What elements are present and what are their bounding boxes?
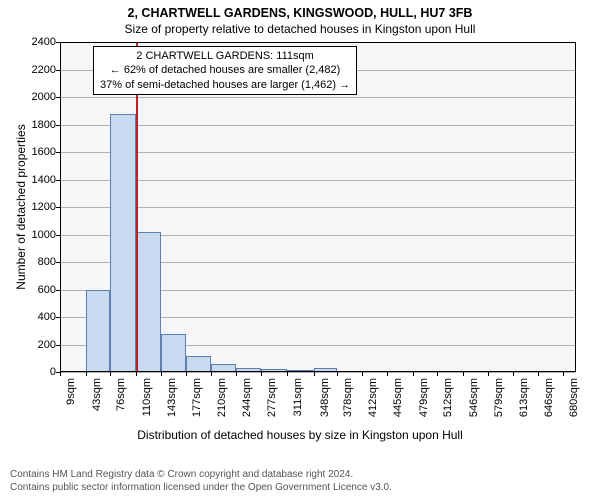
xtick-label: 378sqm [342, 376, 354, 417]
xtick-mark [314, 372, 315, 376]
annotation-line3: 37% of semi-detached houses are larger (… [100, 78, 350, 92]
ytick-label: 1600 [32, 146, 60, 158]
xtick-mark [463, 372, 464, 376]
histogram-bar [110, 114, 136, 373]
xtick-label: 210sqm [216, 376, 228, 417]
chart-container: { "title": "2, CHARTWELL GARDENS, KINGSW… [0, 0, 600, 500]
ytick-label: 2000 [32, 91, 60, 103]
credits-line2: Contains public sector information licen… [10, 481, 392, 494]
annotation-box: 2 CHARTWELL GARDENS: 111sqm ← 62% of det… [93, 46, 357, 95]
histogram-bar [261, 369, 287, 372]
xtick-mark [236, 372, 237, 376]
xtick-label: 277sqm [266, 376, 278, 417]
xtick-mark [488, 372, 489, 376]
xtick-label: 546sqm [468, 376, 480, 417]
xtick-label: 512sqm [442, 376, 454, 417]
xtick-label: 680sqm [568, 376, 580, 417]
ytick-label: 800 [38, 256, 60, 268]
histogram-bar [211, 364, 237, 372]
xtick-mark [437, 372, 438, 376]
xtick-mark [362, 372, 363, 376]
xtick-mark [538, 372, 539, 376]
ytick-label: 400 [38, 311, 60, 323]
ytick-label: 0 [50, 366, 60, 378]
xtick-label: 646sqm [543, 376, 555, 417]
ytick-label: 2400 [32, 36, 60, 48]
histogram-bar [314, 368, 337, 372]
histogram-bar [287, 370, 315, 372]
histogram-bar [136, 232, 161, 372]
xtick-mark [287, 372, 288, 376]
xtick-label: 244sqm [241, 376, 253, 417]
annotation-line2: ← 62% of detached houses are smaller (2,… [100, 63, 350, 77]
xtick-label: 613sqm [518, 376, 530, 417]
xtick-mark [161, 372, 162, 376]
xtick-mark [563, 372, 564, 376]
xtick-label: 311sqm [292, 376, 304, 416]
ytick-label: 600 [38, 284, 60, 296]
ytick-label: 2200 [32, 64, 60, 76]
xtick-label: 9sqm [65, 376, 77, 405]
xtick-label: 177sqm [191, 376, 203, 417]
xtick-mark [186, 372, 187, 376]
xtick-label: 579sqm [493, 376, 505, 417]
page-subtitle: Size of property relative to detached ho… [0, 20, 600, 36]
xtick-label: 110sqm [141, 376, 153, 416]
histogram-bar [236, 368, 261, 372]
xtick-mark [513, 372, 514, 376]
xtick-label: 348sqm [319, 376, 331, 417]
histogram-bar [186, 356, 211, 373]
y-axis-label: Number of detached properties [14, 124, 28, 289]
credits: Contains HM Land Registry data © Crown c… [10, 468, 392, 494]
histogram-bar [161, 334, 187, 373]
ytick-label: 1800 [32, 119, 60, 131]
xtick-mark [136, 372, 137, 376]
xtick-mark [387, 372, 388, 376]
xtick-label: 43sqm [91, 376, 103, 411]
page-title: 2, CHARTWELL GARDENS, KINGSWOOD, HULL, H… [0, 0, 600, 20]
credits-line1: Contains HM Land Registry data © Crown c… [10, 468, 392, 481]
xtick-mark [110, 372, 111, 376]
ytick-label: 1200 [32, 201, 60, 213]
xtick-label: 143sqm [166, 376, 178, 417]
ytick-label: 1000 [32, 229, 60, 241]
xtick-mark [413, 372, 414, 376]
xtick-label: 76sqm [115, 376, 127, 411]
xtick-mark [86, 372, 87, 376]
grid-line-h [60, 372, 576, 373]
xtick-label: 445sqm [392, 376, 404, 417]
histogram-bar [337, 371, 363, 372]
xtick-label: 479sqm [418, 376, 430, 417]
annotation-line1: 2 CHARTWELL GARDENS: 111sqm [100, 49, 350, 63]
xtick-label: 412sqm [367, 376, 379, 417]
xtick-mark [60, 372, 61, 376]
xtick-mark [337, 372, 338, 376]
x-axis-label: Distribution of detached houses by size … [0, 428, 600, 442]
ytick-label: 200 [38, 339, 60, 351]
histogram-bar [86, 290, 111, 373]
ytick-label: 1400 [32, 174, 60, 186]
xtick-mark [261, 372, 262, 376]
xtick-mark [211, 372, 212, 376]
